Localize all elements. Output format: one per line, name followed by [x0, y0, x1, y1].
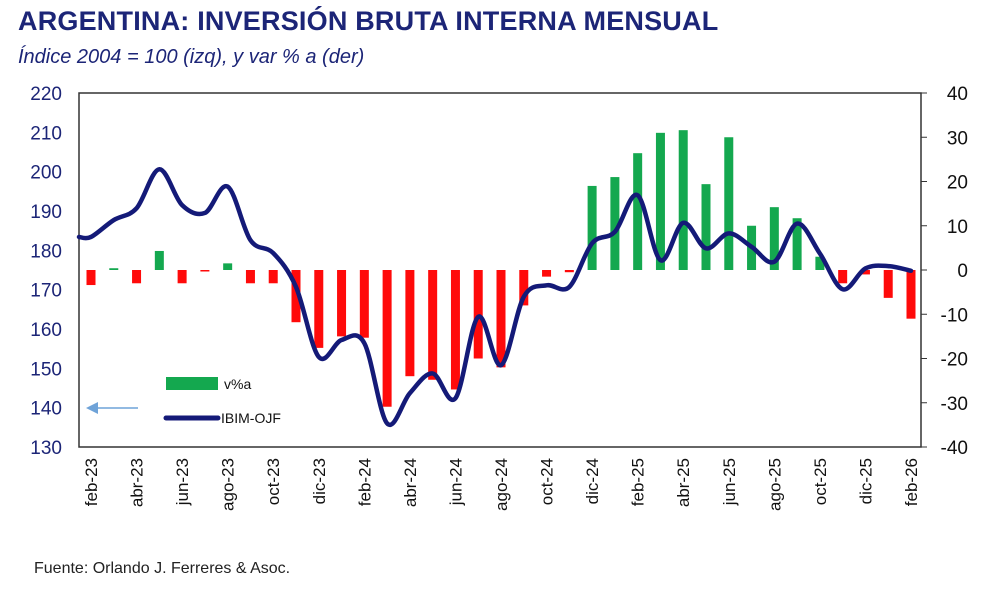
x-tick-label: abr-24	[401, 458, 420, 507]
bar-ene-24	[337, 270, 347, 337]
x-tick-label: jun-25	[720, 458, 739, 506]
bar-nov-25	[838, 270, 848, 284]
x-tick-label: jun-23	[173, 458, 192, 506]
right-tick-label: 20	[947, 173, 968, 194]
right-tick-label: 40	[947, 84, 968, 105]
chart-source: Fuente: Orlando J. Ferreres & Asoc.	[34, 560, 291, 577]
bar-jun-23	[177, 270, 187, 284]
bar-ene-26	[883, 270, 893, 298]
bar-oct-24	[542, 270, 552, 277]
left-tick-label: 150	[30, 359, 62, 380]
x-tick-label: ago-24	[492, 458, 511, 511]
bar-mar-24	[382, 270, 392, 407]
x-tick-label: oct-24	[538, 458, 557, 505]
bar-nov-23	[291, 270, 301, 323]
x-tick-label: dic-24	[583, 458, 602, 504]
bar-abr-24	[405, 270, 415, 377]
chart-subtitle: Índice 2004 = 100 (izq), y var % a (der)	[18, 46, 365, 68]
bar-feb-23	[86, 270, 96, 286]
right-tick-label: 10	[947, 217, 968, 238]
bar-may-25	[701, 184, 711, 270]
right-tick-label: -10	[941, 305, 968, 326]
left-arrow-icon	[86, 402, 98, 414]
bar-sep-24	[519, 270, 529, 306]
x-tick-label: oct-25	[811, 458, 830, 505]
bar-sep-23	[245, 270, 255, 284]
x-tick-label: feb-25	[629, 458, 648, 506]
x-tick-label: oct-23	[264, 458, 283, 505]
legend-bar-label: v%a	[224, 376, 251, 392]
x-tick-label: abr-23	[128, 458, 147, 507]
right-tick-label: -20	[941, 350, 968, 371]
bar-oct-23	[268, 270, 278, 284]
bar-feb-25	[633, 153, 643, 270]
bar-ago-24	[496, 270, 506, 368]
bar-ago-25	[769, 207, 779, 270]
left-tick-label: 200	[30, 163, 62, 184]
left-tick-label: 130	[30, 438, 62, 459]
left-tick-label: 210	[30, 123, 62, 144]
x-tick-label: abr-25	[674, 458, 693, 507]
x-tick-label: feb-23	[82, 458, 101, 506]
right-tick-label: -40	[941, 438, 968, 459]
x-tick-label: dic-23	[310, 458, 329, 504]
legend-line-label: IBIM-OJF	[221, 410, 281, 426]
bar-ago-23	[223, 263, 233, 270]
bar-may-24	[428, 270, 438, 380]
bar-nov-24	[564, 270, 574, 273]
left-tick-label: 190	[30, 202, 62, 223]
bar-mar-25	[655, 132, 665, 270]
x-tick-label: ago-23	[219, 458, 238, 511]
bar-ene-25	[610, 177, 620, 270]
right-tick-label: 0	[957, 261, 968, 282]
bar-feb-26	[906, 270, 916, 319]
bar-mar-23	[109, 268, 119, 270]
bar-dic-24	[587, 185, 597, 270]
left-tick-label: 170	[30, 281, 62, 302]
chart-title: ARGENTINA: INVERSIÓN BRUTA INTERNA MENSU…	[18, 6, 719, 36]
ibim-ojf-line	[76, 167, 914, 428]
bar-jul-23	[200, 270, 210, 272]
x-tick-label: ago-25	[765, 458, 784, 511]
bar-jun-25	[724, 137, 734, 270]
left-tick-label: 160	[30, 320, 62, 341]
x-tick-label: jun-24	[446, 458, 465, 506]
bar-jul-24	[473, 270, 483, 359]
x-tick-label: feb-24	[355, 458, 374, 506]
bar-may-23	[154, 250, 164, 270]
bar-feb-24	[359, 270, 369, 338]
legend-bar-swatch	[166, 377, 218, 390]
bar-dic-25	[860, 270, 870, 275]
bar-abr-25	[678, 130, 688, 270]
x-tick-label: dic-25	[856, 458, 875, 504]
bar-dic-23	[314, 270, 324, 348]
bar-oct-25	[815, 256, 825, 270]
x-tick-label: feb-26	[902, 458, 921, 506]
bar-jun-24	[450, 270, 460, 390]
right-tick-label: 30	[947, 128, 968, 149]
right-tick-label: -30	[941, 394, 968, 415]
left-tick-label: 180	[30, 241, 62, 262]
left-tick-label: 140	[30, 399, 62, 420]
bar-sep-25	[792, 218, 802, 270]
bar-abr-23	[132, 270, 142, 284]
left-tick-label: 220	[30, 84, 62, 105]
